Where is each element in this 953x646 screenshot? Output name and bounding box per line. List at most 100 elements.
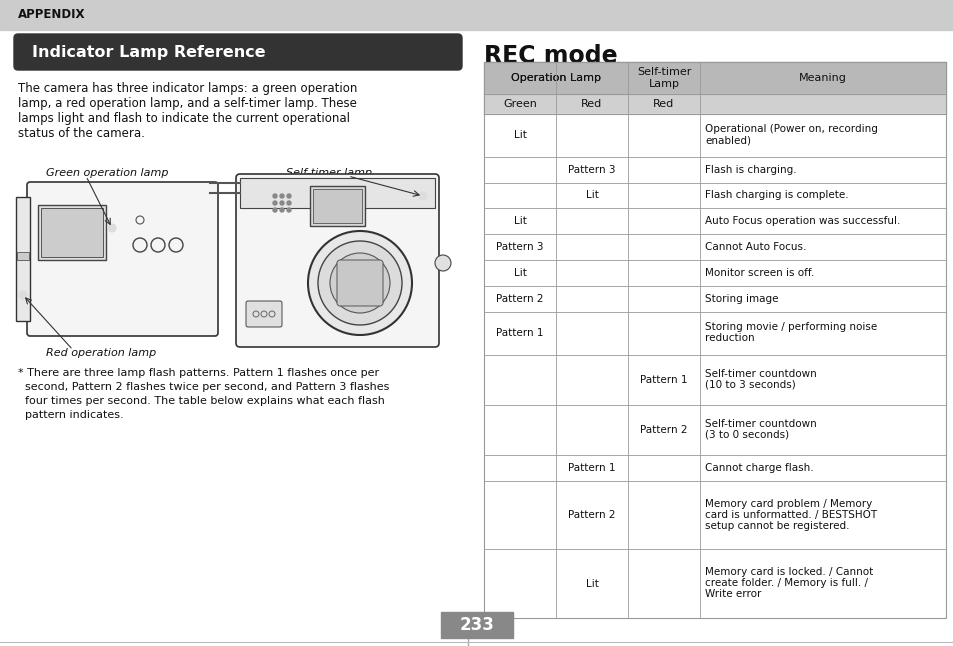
Text: Pattern 3: Pattern 3 <box>568 165 615 174</box>
Text: setup cannot be registered.: setup cannot be registered. <box>704 521 848 531</box>
Text: Flash is charging.: Flash is charging. <box>704 165 796 174</box>
Circle shape <box>287 208 291 212</box>
Circle shape <box>435 255 451 271</box>
Bar <box>483 481 945 550</box>
Text: Green: Green <box>502 99 537 109</box>
Bar <box>483 209 945 234</box>
Bar <box>0 0 953 30</box>
Text: Memory card problem / Memory: Memory card problem / Memory <box>704 499 871 508</box>
Text: Red operation lamp: Red operation lamp <box>46 348 156 358</box>
Bar <box>483 355 945 405</box>
Circle shape <box>273 201 276 205</box>
Text: Pattern 2: Pattern 2 <box>639 425 687 435</box>
Text: Pattern 1: Pattern 1 <box>496 328 543 339</box>
Text: Indicator Lamp Reference: Indicator Lamp Reference <box>32 45 265 59</box>
FancyBboxPatch shape <box>27 182 218 336</box>
Bar <box>310 186 365 226</box>
Text: Operation Lamp: Operation Lamp <box>511 73 600 83</box>
Text: enabled): enabled) <box>704 135 750 145</box>
Text: pattern indicates.: pattern indicates. <box>18 410 124 420</box>
Bar <box>440 612 513 638</box>
Text: Red: Red <box>580 99 602 109</box>
Bar <box>483 234 945 260</box>
Text: Memory card is locked. / Cannot: Memory card is locked. / Cannot <box>704 567 872 578</box>
FancyBboxPatch shape <box>14 34 461 70</box>
Text: Red: Red <box>653 99 674 109</box>
Bar <box>483 62 945 618</box>
Text: Self-timer countdown: Self-timer countdown <box>704 369 816 379</box>
Text: Lit: Lit <box>513 216 526 226</box>
Bar <box>483 62 945 94</box>
Text: Lit: Lit <box>513 268 526 278</box>
Text: create folder. / Memory is full. /: create folder. / Memory is full. / <box>704 578 867 589</box>
Bar <box>483 550 945 618</box>
Bar <box>483 312 945 355</box>
Circle shape <box>280 194 284 198</box>
Text: Lit: Lit <box>513 130 526 140</box>
Text: four times per second. The table below explains what each flash: four times per second. The table below e… <box>18 396 384 406</box>
Text: Operational (Power on, recording: Operational (Power on, recording <box>704 124 877 134</box>
Text: Auto Focus operation was successful.: Auto Focus operation was successful. <box>704 216 900 226</box>
Text: Green operation lamp: Green operation lamp <box>46 168 169 178</box>
Bar <box>313 189 361 223</box>
Bar <box>16 197 30 321</box>
Text: Cannot charge flash.: Cannot charge flash. <box>704 463 813 473</box>
FancyBboxPatch shape <box>235 174 438 347</box>
Text: Pattern 1: Pattern 1 <box>639 375 687 385</box>
Text: Lit: Lit <box>585 579 598 589</box>
Text: Lit: Lit <box>585 191 598 200</box>
Text: Write error: Write error <box>704 589 760 599</box>
Text: 233: 233 <box>459 616 494 634</box>
Bar <box>483 156 945 183</box>
Circle shape <box>418 192 427 200</box>
Bar <box>556 62 627 94</box>
Text: Storing image: Storing image <box>704 294 778 304</box>
Bar <box>41 208 103 257</box>
Text: * There are three lamp flash patterns. Pattern 1 flashes once per: * There are three lamp flash patterns. P… <box>18 368 378 378</box>
Text: reduction: reduction <box>704 333 754 343</box>
Text: (10 to 3 seconds): (10 to 3 seconds) <box>704 380 795 390</box>
Text: Pattern 3: Pattern 3 <box>496 242 543 252</box>
Text: Self-timer lamp: Self-timer lamp <box>286 168 372 178</box>
Text: Cannot Auto Focus.: Cannot Auto Focus. <box>704 242 805 252</box>
FancyBboxPatch shape <box>246 301 282 327</box>
Bar <box>483 183 945 209</box>
Bar <box>17 252 29 260</box>
Text: Self-timer
Lamp: Self-timer Lamp <box>637 67 691 89</box>
Text: Meaning: Meaning <box>799 73 846 83</box>
Bar <box>483 94 945 114</box>
Circle shape <box>108 224 116 232</box>
Text: Operation Lamp: Operation Lamp <box>511 73 600 83</box>
Circle shape <box>280 201 284 205</box>
Text: card is unformatted. / BESTSHOT: card is unformatted. / BESTSHOT <box>704 510 876 520</box>
Circle shape <box>330 253 390 313</box>
Text: lamp, a red operation lamp, and a self-timer lamp. These: lamp, a red operation lamp, and a self-t… <box>18 97 356 110</box>
Text: lamps light and flash to indicate the current operational: lamps light and flash to indicate the cu… <box>18 112 350 125</box>
Bar <box>483 455 945 481</box>
Bar <box>483 286 945 312</box>
Bar <box>483 405 945 455</box>
Text: Pattern 2: Pattern 2 <box>568 510 615 520</box>
Text: second, Pattern 2 flashes twice per second, and Pattern 3 flashes: second, Pattern 2 flashes twice per seco… <box>18 382 389 392</box>
Text: Flash charging is complete.: Flash charging is complete. <box>704 191 848 200</box>
Text: Pattern 1: Pattern 1 <box>568 463 615 473</box>
Bar <box>483 260 945 286</box>
FancyBboxPatch shape <box>336 260 382 306</box>
Circle shape <box>19 291 27 299</box>
Text: REC mode: REC mode <box>483 44 617 68</box>
Text: Monitor screen is off.: Monitor screen is off. <box>704 268 814 278</box>
Text: APPENDIX: APPENDIX <box>18 8 86 21</box>
Text: The camera has three indicator lamps: a green operation: The camera has three indicator lamps: a … <box>18 82 357 95</box>
Circle shape <box>280 208 284 212</box>
Bar <box>38 205 106 260</box>
Text: (3 to 0 seconds): (3 to 0 seconds) <box>704 430 788 440</box>
Circle shape <box>287 194 291 198</box>
Bar <box>483 114 945 156</box>
Text: status of the camera.: status of the camera. <box>18 127 145 140</box>
Circle shape <box>273 208 276 212</box>
Circle shape <box>273 194 276 198</box>
Text: Pattern 2: Pattern 2 <box>496 294 543 304</box>
Text: Storing movie / performing noise: Storing movie / performing noise <box>704 322 877 332</box>
Circle shape <box>308 231 412 335</box>
Text: Self-timer countdown: Self-timer countdown <box>704 419 816 429</box>
